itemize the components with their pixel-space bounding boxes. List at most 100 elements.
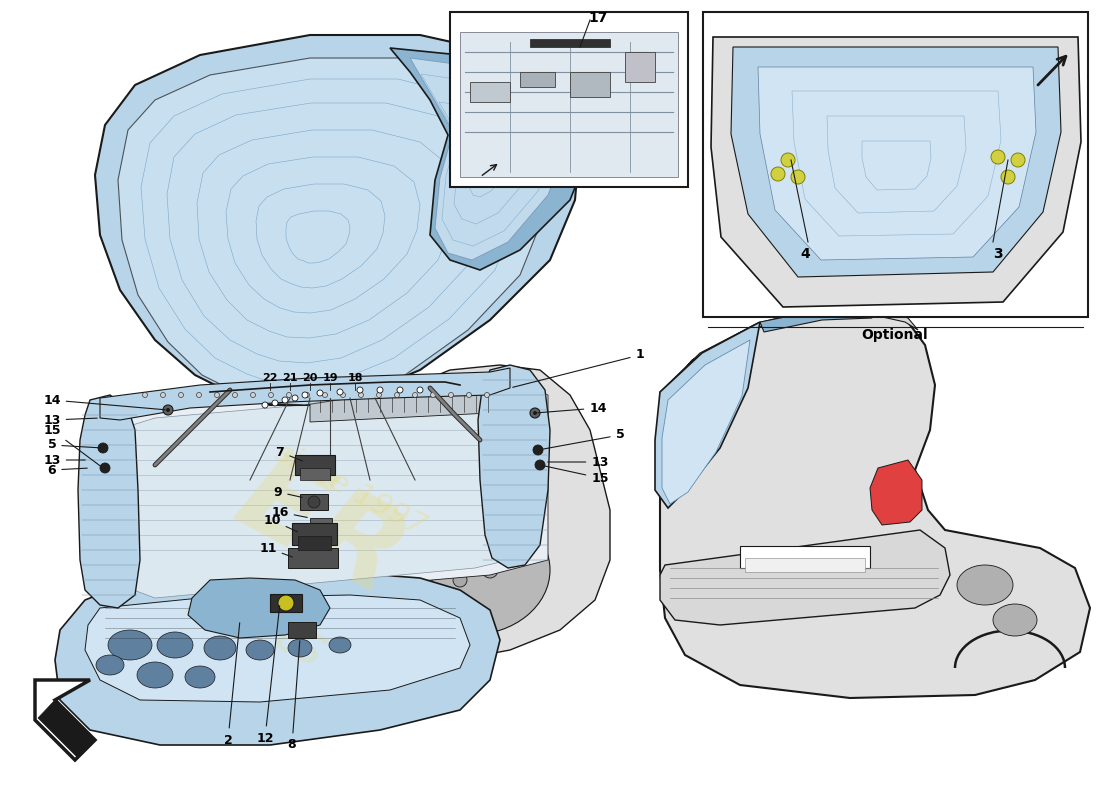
- Text: 13: 13: [43, 454, 85, 466]
- Circle shape: [428, 508, 452, 532]
- Bar: [288, 622, 316, 638]
- Bar: [310, 518, 332, 528]
- Text: 21: 21: [283, 373, 298, 383]
- Ellipse shape: [96, 655, 124, 675]
- Polygon shape: [88, 375, 548, 605]
- Circle shape: [534, 411, 537, 415]
- Circle shape: [308, 496, 320, 508]
- Polygon shape: [390, 48, 590, 270]
- Circle shape: [482, 562, 498, 578]
- Polygon shape: [55, 575, 501, 745]
- Text: 17: 17: [588, 11, 607, 25]
- Bar: [740, 546, 870, 568]
- Circle shape: [492, 522, 508, 538]
- Ellipse shape: [324, 550, 435, 640]
- Polygon shape: [188, 578, 330, 638]
- Polygon shape: [660, 307, 918, 400]
- Circle shape: [100, 463, 110, 473]
- Ellipse shape: [246, 640, 274, 660]
- Circle shape: [282, 397, 288, 403]
- Circle shape: [397, 387, 403, 393]
- Circle shape: [268, 393, 274, 398]
- Text: 9: 9: [274, 486, 302, 498]
- Circle shape: [262, 402, 268, 408]
- Polygon shape: [100, 368, 510, 420]
- Ellipse shape: [390, 505, 550, 635]
- Circle shape: [286, 393, 292, 398]
- Bar: [298, 536, 331, 550]
- Text: 5: 5: [47, 438, 100, 451]
- Circle shape: [781, 153, 795, 167]
- Text: 12: 12: [256, 606, 279, 745]
- Polygon shape: [95, 35, 580, 405]
- Ellipse shape: [204, 636, 236, 660]
- Text: 18: 18: [348, 373, 363, 383]
- Text: 13: 13: [43, 414, 97, 426]
- Circle shape: [466, 393, 472, 398]
- Circle shape: [421, 551, 439, 569]
- Circle shape: [771, 167, 785, 181]
- Polygon shape: [310, 383, 490, 422]
- Ellipse shape: [185, 666, 214, 688]
- Text: 6: 6: [47, 463, 87, 477]
- Circle shape: [317, 390, 323, 396]
- Text: 15: 15: [542, 466, 608, 485]
- Circle shape: [530, 408, 540, 418]
- Circle shape: [513, 548, 527, 562]
- Circle shape: [178, 393, 184, 398]
- Circle shape: [322, 393, 328, 398]
- Circle shape: [395, 393, 399, 398]
- Polygon shape: [110, 390, 530, 598]
- Text: 8: 8: [288, 641, 300, 751]
- Ellipse shape: [288, 639, 312, 657]
- Bar: [570, 72, 611, 97]
- Polygon shape: [732, 47, 1062, 277]
- Text: 20: 20: [302, 373, 318, 383]
- Polygon shape: [460, 32, 678, 177]
- Text: Optional: Optional: [861, 328, 928, 342]
- Text: 16: 16: [272, 506, 307, 518]
- Bar: [270, 594, 302, 612]
- Text: ER: ER: [218, 439, 422, 621]
- Text: 19: 19: [322, 373, 338, 383]
- Text: 2: 2: [223, 622, 240, 746]
- Circle shape: [232, 393, 238, 398]
- Text: 22: 22: [262, 373, 277, 383]
- Circle shape: [214, 393, 220, 398]
- Polygon shape: [760, 308, 872, 332]
- Circle shape: [1011, 153, 1025, 167]
- Circle shape: [376, 393, 382, 398]
- Polygon shape: [78, 395, 140, 608]
- Polygon shape: [35, 680, 95, 760]
- Bar: [625, 52, 654, 82]
- Circle shape: [460, 535, 480, 555]
- Bar: [295, 455, 336, 475]
- Polygon shape: [758, 67, 1036, 260]
- Circle shape: [163, 405, 173, 415]
- Polygon shape: [662, 340, 750, 504]
- Circle shape: [534, 534, 546, 546]
- Circle shape: [377, 387, 383, 393]
- Bar: [450, 12, 688, 187]
- Circle shape: [430, 393, 436, 398]
- Circle shape: [358, 387, 363, 393]
- Circle shape: [143, 393, 147, 398]
- Circle shape: [166, 408, 170, 412]
- Text: 7: 7: [276, 446, 303, 461]
- Bar: [300, 468, 330, 480]
- Text: 1: 1: [513, 349, 645, 387]
- Text: 4: 4: [800, 247, 810, 261]
- Polygon shape: [660, 308, 1090, 698]
- Polygon shape: [654, 322, 760, 508]
- Circle shape: [161, 393, 165, 398]
- Text: 15: 15: [43, 423, 101, 466]
- Polygon shape: [870, 460, 922, 525]
- Circle shape: [197, 393, 201, 398]
- Circle shape: [98, 443, 108, 453]
- Ellipse shape: [157, 632, 192, 658]
- Bar: [300, 494, 328, 510]
- Text: 13: 13: [548, 455, 608, 469]
- Circle shape: [302, 392, 308, 398]
- Circle shape: [305, 393, 309, 398]
- Ellipse shape: [957, 565, 1013, 605]
